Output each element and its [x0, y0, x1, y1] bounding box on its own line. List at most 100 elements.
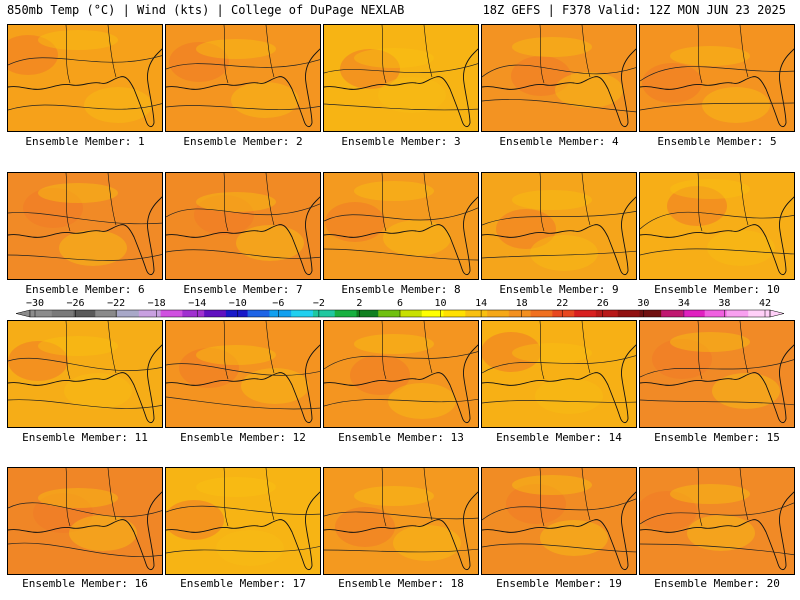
state-borders	[381, 321, 433, 380]
state-borders	[381, 468, 433, 527]
wind-contour	[482, 400, 636, 404]
wind-contour	[640, 211, 794, 230]
temperature-field-map	[640, 468, 794, 574]
temperature-field-map	[324, 468, 478, 574]
temperature-patch	[383, 220, 451, 256]
colorbar-tick-label: −2	[313, 298, 325, 309]
wind-contour	[324, 511, 478, 520]
temperature-patch	[196, 192, 276, 212]
ensemble-member-label: Ensemble Member: 6	[25, 283, 145, 296]
temperature-patch	[482, 332, 541, 372]
temperature-field-map	[8, 173, 162, 279]
wind-contour	[324, 398, 478, 407]
state-borders	[65, 321, 117, 380]
colorbar-tick-label: −14	[188, 298, 206, 309]
wind-contour	[324, 548, 478, 553]
coastline	[482, 48, 636, 128]
temperature-field-map	[324, 173, 478, 279]
ensemble-map-panel	[165, 24, 321, 132]
temperature-patch	[38, 488, 118, 508]
temperature-patch	[196, 345, 276, 365]
coastline	[640, 196, 794, 276]
state-borders	[697, 173, 749, 232]
temperature-patch	[670, 179, 750, 199]
ensemble-map-panel	[165, 172, 321, 280]
wind-contour	[482, 210, 636, 226]
wind-contour	[640, 399, 794, 406]
temperature-patch	[335, 507, 395, 547]
colorbar-swatch	[552, 310, 575, 317]
state-borders	[223, 173, 275, 232]
ensemble-map-panel	[639, 172, 795, 280]
temperature-patch	[540, 520, 608, 556]
colorbar-swatch	[661, 310, 684, 317]
temperature-patch	[194, 195, 254, 235]
wind-contour	[166, 363, 320, 376]
wind-contour	[8, 399, 162, 409]
state-borders	[223, 321, 275, 380]
ensemble-member-label: Ensemble Member: 13	[338, 431, 464, 444]
wind-contour	[324, 248, 478, 261]
temperature-patch	[241, 368, 309, 404]
temperature-field-map	[482, 468, 636, 574]
wind-contour	[324, 103, 478, 111]
temperature-patch	[670, 332, 750, 352]
coastline	[640, 344, 794, 424]
temperature-patch	[496, 209, 556, 249]
colorbar-tick-label: 26	[597, 298, 609, 309]
ensemble-map-panel	[481, 320, 637, 428]
ensemble-member-label: Ensemble Member: 2	[183, 135, 303, 148]
temperature-colorbar: −30 −26 −22 −18 −14 −10 −6 −2 2 6 10 14 18 22 26 30 34 38…	[15, 298, 785, 318]
ensemble-map-panel	[7, 467, 163, 575]
temperature-patch	[667, 186, 727, 226]
wind-contour	[166, 249, 320, 259]
colorbar-swatch	[465, 310, 488, 317]
temperature-patch	[38, 30, 118, 50]
temperature-patch	[506, 484, 566, 524]
ensemble-member-label: Ensemble Member: 15	[654, 431, 780, 444]
temperature-field-map	[8, 321, 162, 427]
coastline	[324, 491, 478, 571]
ensemble-map-panel	[165, 320, 321, 428]
colorbar-tick-label: 18	[516, 298, 528, 309]
coastline	[166, 196, 320, 276]
wind-contour	[482, 498, 636, 521]
colorbar-swatch	[356, 310, 379, 317]
ensemble-map-panel	[323, 467, 479, 575]
ensemble-member-label: Ensemble Member: 10	[654, 283, 780, 296]
colorbar-swatch	[247, 310, 270, 317]
ensemble-member-label: Ensemble Member: 9	[499, 283, 619, 296]
colorbar-swatch	[443, 310, 466, 317]
colorbar-swatch	[291, 310, 314, 317]
temperature-patch	[530, 235, 598, 271]
temperature-field-map	[482, 321, 636, 427]
temperature-field	[640, 173, 794, 279]
state-borders	[539, 468, 591, 527]
colorbar-swatch	[639, 310, 662, 317]
temperature-field-map	[166, 321, 320, 427]
wind-contour	[482, 99, 636, 113]
temperature-field-map	[482, 173, 636, 279]
temperature-patch	[64, 373, 132, 409]
temperature-field-map	[324, 25, 478, 131]
colorbar-swatch	[138, 310, 161, 317]
colorbar-swatch	[117, 310, 140, 317]
colorbar-tick-label: 38	[718, 298, 730, 309]
temperature-patch	[23, 188, 83, 228]
colorbar-swatch	[51, 310, 74, 317]
ensemble-member-label: Ensemble Member: 16	[22, 577, 148, 590]
colorbar-tick-label: −22	[107, 298, 125, 309]
state-borders	[697, 25, 749, 84]
state-borders	[65, 25, 117, 84]
ensemble-member-label: Ensemble Member: 19	[496, 577, 622, 590]
colorbar-swatch	[617, 310, 640, 317]
ensemble-map-panel	[481, 467, 637, 575]
ensemble-member-label: Ensemble Member: 17	[180, 577, 306, 590]
temperature-patch	[8, 35, 58, 75]
temperature-patch	[236, 225, 304, 261]
ensemble-member-label: Ensemble Member: 7	[183, 283, 303, 296]
state-borders	[539, 321, 591, 380]
colorbar-swatch	[508, 310, 531, 317]
colorbar-swatch	[30, 310, 53, 317]
ensemble-member-label: Ensemble Member: 18	[338, 577, 464, 590]
